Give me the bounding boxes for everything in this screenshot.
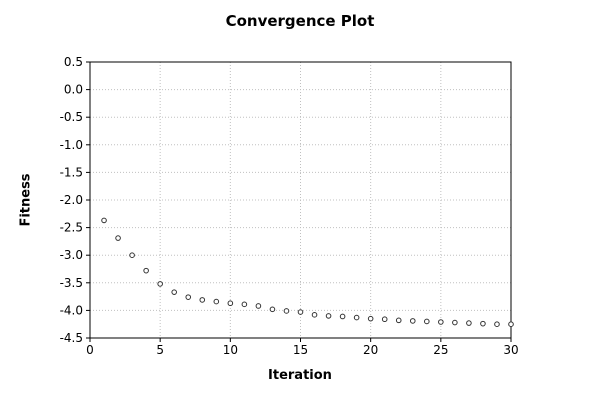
y-tick-label: -3.5: [60, 276, 83, 290]
data-point: [381, 316, 388, 323]
x-tick-label: 10: [223, 343, 238, 357]
y-tick-label: 0.5: [64, 55, 83, 69]
y-tick-label: -1.5: [60, 165, 83, 179]
x-tick-label: 15: [293, 343, 308, 357]
data-point: [452, 319, 458, 326]
data-point: [494, 321, 500, 328]
data-point: [353, 314, 360, 321]
data-point: [409, 318, 416, 324]
data-point: [466, 320, 472, 326]
data-point: [311, 312, 318, 318]
data-point: [339, 313, 346, 320]
data-point: [508, 321, 514, 328]
x-tick-label: 20: [363, 343, 378, 357]
y-tick-label: -4.0: [60, 303, 83, 317]
y-tick-label: -4.5: [60, 331, 83, 345]
y-tick-label: -2.0: [60, 193, 83, 207]
x-tick-label: 25: [433, 343, 448, 357]
data-point: [438, 319, 444, 325]
data-point: [213, 298, 220, 305]
y-tick-label: 0.0: [64, 83, 83, 97]
data-point: [395, 317, 402, 324]
data-point: [101, 217, 107, 224]
x-tick-label: 0: [86, 343, 94, 357]
data-point: [115, 235, 121, 241]
data-point: [424, 318, 430, 325]
data-point: [227, 300, 234, 307]
y-tick-label: -3.0: [60, 248, 83, 262]
data-point: [199, 297, 206, 303]
y-tick-label: -2.5: [60, 221, 83, 235]
data-point: [255, 303, 262, 309]
data-point: [283, 308, 290, 314]
data-point: [325, 313, 332, 319]
y-tick-label: -1.0: [60, 138, 83, 152]
data-point: [129, 252, 135, 258]
data-point: [367, 315, 374, 322]
data-point: [185, 294, 192, 300]
data-point: [171, 289, 177, 295]
data-point: [480, 320, 486, 327]
x-tick-label: 30: [503, 343, 518, 357]
data-point: [269, 306, 276, 313]
x-axis-label: Iteration: [268, 368, 332, 383]
data-point: [241, 301, 248, 308]
y-tick-label: -0.5: [60, 110, 83, 124]
x-tick-label: 5: [156, 343, 164, 357]
chart-title: Convergence Plot: [225, 12, 375, 30]
data-point: [143, 267, 149, 274]
data-point: [297, 309, 304, 315]
data-point: [157, 281, 163, 287]
